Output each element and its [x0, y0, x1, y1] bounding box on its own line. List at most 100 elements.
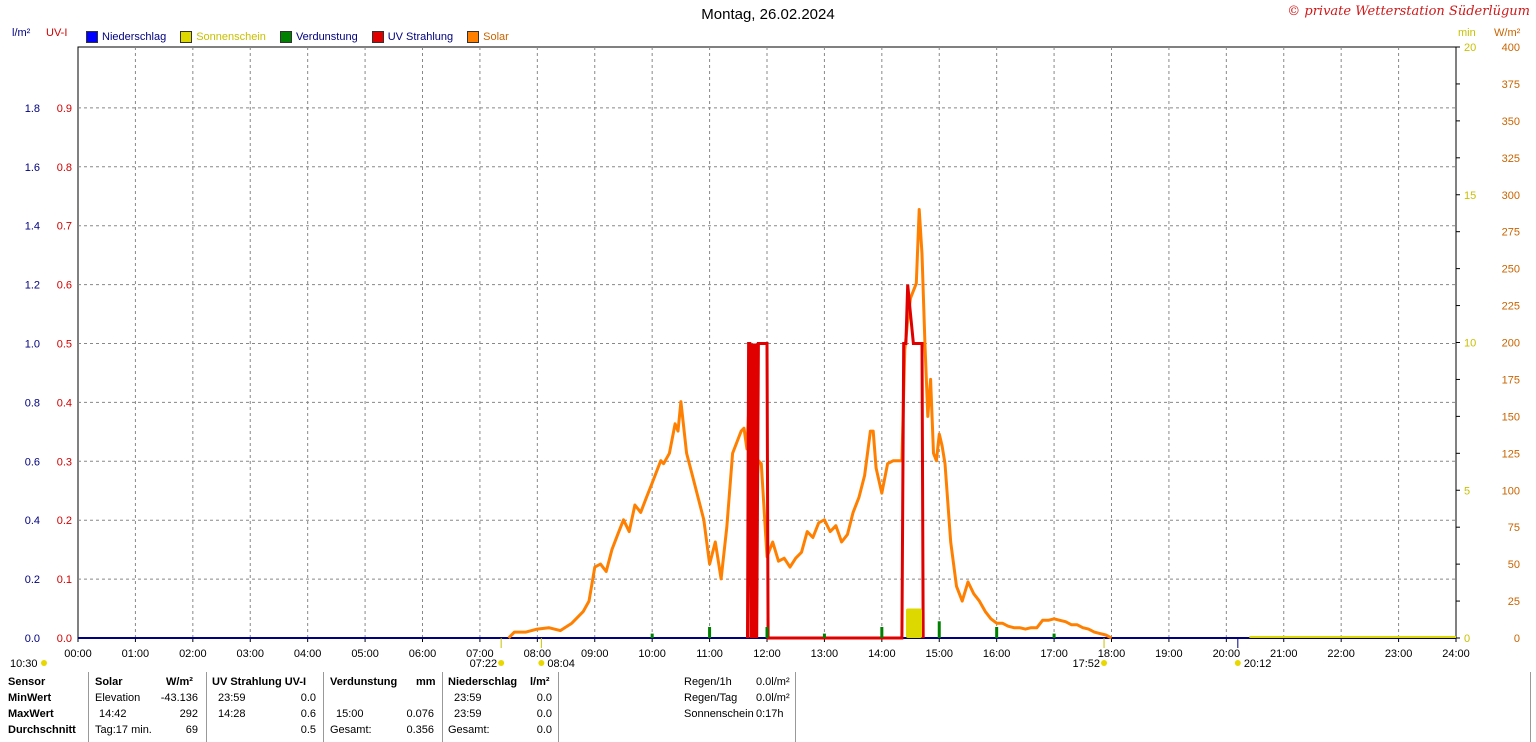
time-marker-label: 07:22	[470, 658, 498, 670]
legend-label: Sonnenschein	[196, 31, 266, 43]
stats-uv-max-time: 14:28	[218, 708, 246, 720]
legend-label: Solar	[483, 31, 509, 43]
verdunstung-bar	[937, 621, 941, 638]
stats-rain-total-value: 0.0	[536, 724, 552, 736]
min-tick-label: 0	[1464, 633, 1470, 645]
x-tick-label: 16:00	[983, 648, 1011, 660]
uv-tick-label: 0.5	[57, 339, 72, 351]
x-tick-label: 23:00	[1385, 648, 1413, 660]
stats-avg-label: Durchschnitt	[8, 724, 76, 736]
stats-separator	[206, 672, 207, 742]
solar-tick-label: 350	[1502, 116, 1520, 128]
x-tick-label: 20:00	[1213, 648, 1241, 660]
legend-item: UV Strahlung	[371, 31, 453, 43]
stats-solar-min-value: -43.136	[160, 692, 198, 704]
solar-tick-label: 0	[1514, 633, 1520, 645]
stats-min-label: MinWert	[8, 692, 52, 704]
stats-solar-header: Solar	[95, 676, 123, 688]
x-tick-label: 05:00	[351, 648, 379, 660]
stats-separator	[88, 672, 89, 742]
stats-verd-max-time: 15:00	[336, 708, 364, 720]
stats-verd-total-label: Gesamt:	[330, 724, 372, 736]
verdunstung-bar	[1052, 633, 1056, 638]
rain-tick-label: 0.2	[25, 574, 40, 586]
stats-verd-max-value: 0.076	[406, 708, 434, 720]
x-tick-label: 18:00	[1098, 648, 1126, 660]
stats-rain-min-time: 23:59	[454, 692, 482, 704]
x-tick-label: 21:00	[1270, 648, 1298, 660]
rain-axis-unit: l/m²	[12, 27, 31, 39]
stats-solar-max-value: 292	[179, 708, 198, 720]
stats-rain-unit: l/m²	[530, 676, 550, 688]
solar-tick-label: 300	[1502, 190, 1520, 202]
uv-tick-label: 0.3	[57, 456, 72, 468]
solar-tick-label: 25	[1508, 596, 1520, 608]
uv-tick-label: 0.9	[57, 103, 72, 115]
x-tick-label: 07:00	[466, 648, 494, 660]
x-tick-label: 03:00	[236, 648, 264, 660]
uv-tick-label: 0.1	[57, 574, 72, 586]
solar-tick-label: 275	[1502, 227, 1520, 239]
x-tick-label: 10:00	[638, 648, 666, 660]
sun-marker-icon	[498, 660, 505, 666]
solar-tick-label: 50	[1508, 559, 1520, 571]
x-tick-label: 01:00	[122, 648, 150, 660]
x-tick-label: 11:00	[696, 648, 723, 660]
stats-extra-value-2: 0:17h	[756, 708, 784, 720]
x-tick-label: 06:00	[409, 648, 437, 660]
x-tick-label: 17:00	[1040, 648, 1068, 660]
stats-solar-unit: W/m²	[166, 676, 193, 688]
stats-verd-header: Verdunstung	[330, 676, 398, 688]
chart-title: Montag, 26.02.2024	[701, 6, 835, 23]
solar-line	[507, 208, 1113, 640]
x-tick-label: 13:00	[811, 648, 839, 660]
solar-tick-label: 325	[1502, 153, 1520, 165]
x-tick-label: 15:00	[925, 648, 953, 660]
stats-extra-label-2: Sonnenschein	[684, 708, 754, 720]
stats-uv-min-value: 0.0	[300, 692, 316, 704]
stats-rain-header: Niederschlag	[448, 676, 518, 688]
x-tick-label: 09:00	[581, 648, 609, 660]
rain-tick-label: 0.6	[25, 456, 40, 468]
rain-tick-label: 0.4	[25, 515, 40, 527]
legend-label: Niederschlag	[102, 31, 167, 43]
time-marker-label: 10:30	[10, 658, 38, 670]
solar-axis-unit: W/m²	[1494, 27, 1521, 39]
x-tick-label: 12:00	[753, 648, 781, 660]
verdunstung-bar	[708, 627, 712, 638]
solar-tick-label: 200	[1502, 338, 1520, 350]
stats-separator	[442, 672, 443, 742]
min-axis-unit: min	[1458, 27, 1476, 39]
x-tick-label: 00:00	[64, 648, 92, 660]
stats-solar-avg-value: 69	[185, 724, 198, 736]
time-marker-label: 17:52	[1073, 658, 1101, 670]
verdunstung-bar	[765, 627, 769, 638]
legend-item: Solar	[467, 31, 509, 43]
stats-rain-max-time: 23:59	[454, 708, 482, 720]
weather-chart: 00:00 01:00 02:00 03:00 04:00 05:00 06:00 07:00…	[10, 42, 1520, 670]
stats-extra-value-0: 0.0l/m²	[756, 676, 790, 688]
legend-label: Verdunstung	[295, 31, 358, 43]
rain-tick-label: 1.6	[25, 162, 40, 174]
min-tick-label: 10	[1464, 338, 1476, 350]
rain-tick-label: 0.0	[25, 633, 40, 645]
time-marker-label: 08:04	[547, 658, 575, 670]
stats-rain-total-label: Gesamt:	[448, 724, 490, 736]
uv-line	[746, 284, 925, 640]
x-tick-label: 24:00	[1442, 648, 1470, 660]
stats-separator	[795, 672, 796, 742]
x-tick-label: 02:00	[179, 648, 207, 660]
x-tick-label: 04:00	[294, 648, 322, 660]
uv-tick-label: 0.4	[57, 397, 72, 409]
legend-item: Verdunstung	[279, 31, 358, 43]
verdunstung-bar	[880, 627, 884, 638]
stats-uv-max-value: 0.6	[300, 708, 316, 720]
stats-verd-total-value: 0.356	[406, 724, 434, 736]
legend-swatch	[467, 31, 480, 43]
legend-swatch	[180, 31, 193, 43]
sun-marker-icon	[41, 660, 47, 666]
solar-tick-label: 125	[1502, 448, 1520, 460]
min-tick-label: 15	[1464, 190, 1476, 202]
uv-tick-label: 0.7	[57, 221, 72, 233]
solar-tick-label: 100	[1502, 485, 1520, 497]
